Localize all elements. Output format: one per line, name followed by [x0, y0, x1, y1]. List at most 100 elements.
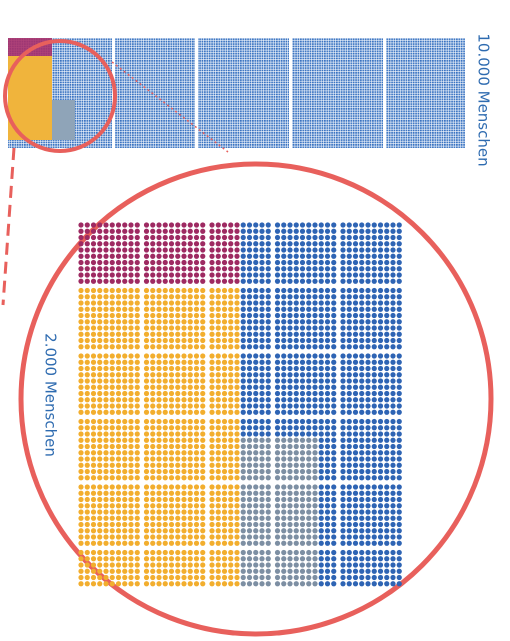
- person-dot: [371, 540, 377, 546]
- person-dot: [193, 418, 200, 425]
- person-dot: [324, 344, 331, 350]
- person-dot: [265, 431, 271, 437]
- person-dot: [384, 484, 390, 490]
- person-dot: [287, 287, 293, 294]
- person-dot: [103, 540, 109, 546]
- person-dot: [134, 443, 140, 450]
- person-dot: [359, 403, 365, 409]
- person-dot: [253, 509, 259, 515]
- person-dot: [221, 372, 228, 378]
- person-dot: [287, 378, 293, 384]
- person-dot: [331, 462, 337, 468]
- person-dot: [293, 456, 299, 462]
- person-dot: [115, 490, 122, 496]
- person-dot: [306, 306, 312, 312]
- person-dot: [115, 450, 122, 456]
- person-dot: [365, 253, 371, 259]
- person-dot: [274, 312, 281, 319]
- person-dot: [134, 503, 140, 509]
- person-dot: [240, 475, 246, 481]
- person-dot: [352, 403, 359, 409]
- person-dot: [221, 556, 228, 562]
- person-dot: [209, 312, 215, 319]
- person-dot: [150, 300, 156, 306]
- person-dot: [221, 365, 228, 372]
- person-dot: [156, 300, 162, 306]
- person-dot: [287, 390, 293, 397]
- person-dot: [396, 484, 402, 490]
- person-dot: [396, 503, 402, 509]
- person-dot: [299, 443, 306, 450]
- person-dot: [156, 259, 162, 266]
- person-dot: [134, 325, 140, 331]
- person-dot: [109, 312, 115, 319]
- person-dot: [346, 490, 352, 496]
- person-dot: [281, 344, 287, 350]
- person-dot: [84, 534, 90, 540]
- person-dot: [150, 365, 156, 372]
- person-dot: [340, 294, 346, 300]
- person-dot: [299, 259, 306, 266]
- person-dot: [384, 241, 390, 247]
- person-dot: [150, 266, 156, 272]
- person-dot: [128, 259, 134, 266]
- person-dot: [234, 403, 240, 409]
- person-dot: [200, 294, 206, 300]
- person-dot: [215, 372, 221, 378]
- person-dot: [253, 359, 259, 365]
- person-dot: [143, 437, 150, 443]
- person-dot: [299, 353, 306, 359]
- person-dot: [193, 253, 200, 259]
- person-dot: [181, 294, 187, 300]
- person-dot: [84, 549, 90, 556]
- person-dot: [390, 306, 396, 312]
- person-dot: [143, 344, 150, 350]
- person-dot: [377, 462, 384, 468]
- person-dot: [97, 390, 103, 397]
- person-dot: [156, 228, 162, 234]
- person-dot: [128, 359, 134, 365]
- person-dot: [287, 337, 293, 344]
- person-dot: [265, 534, 271, 540]
- person-dot: [215, 259, 221, 266]
- person-dot: [84, 431, 90, 437]
- person-dot: [84, 521, 90, 528]
- person-dot: [162, 397, 168, 403]
- person-dot: [228, 456, 234, 462]
- person-dot: [299, 247, 306, 253]
- person-dot: [84, 574, 90, 581]
- person-dot: [293, 272, 299, 278]
- person-dot: [234, 425, 240, 431]
- person-dot: [253, 425, 259, 431]
- person-dot: [187, 300, 193, 306]
- person-dot: [259, 234, 265, 241]
- person-dot: [134, 353, 140, 359]
- person-dot: [156, 234, 162, 241]
- person-dot: [115, 515, 122, 521]
- person-dot: [143, 515, 150, 521]
- person-dot: [97, 278, 103, 284]
- person-dot: [346, 319, 352, 325]
- person-dot: [352, 528, 359, 534]
- person-dot: [371, 490, 377, 496]
- person-dot: [128, 462, 134, 468]
- person-dot: [324, 503, 331, 509]
- person-dot: [228, 540, 234, 546]
- person-dot: [228, 450, 234, 456]
- person-dot: [228, 484, 234, 490]
- person-dot: [377, 431, 384, 437]
- person-dot: [396, 312, 402, 319]
- person-dot: [143, 306, 150, 312]
- person-dot: [115, 418, 122, 425]
- person-dot: [200, 475, 206, 481]
- person-dot: [390, 365, 396, 372]
- person-dot: [215, 581, 221, 587]
- person-dot: [134, 287, 140, 294]
- person-dot: [265, 484, 271, 490]
- person-dot: [318, 397, 324, 403]
- person-dot: [359, 503, 365, 509]
- person-dot: [200, 425, 206, 431]
- person-dot: [150, 337, 156, 344]
- person-dot: [306, 222, 312, 228]
- person-dot: [331, 365, 337, 372]
